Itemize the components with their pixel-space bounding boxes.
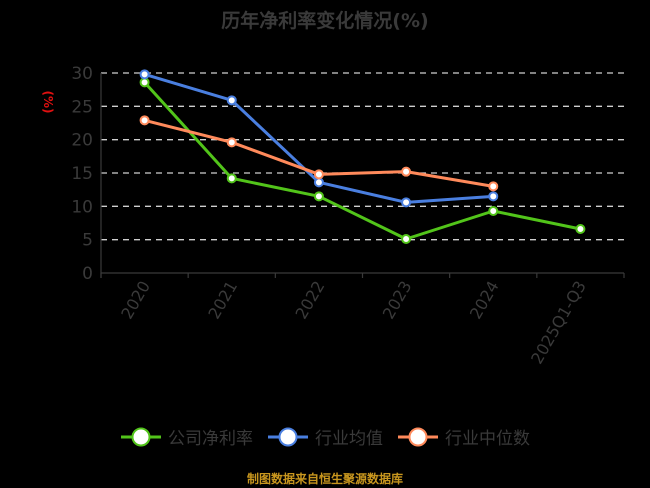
y-tick-label: 15 <box>71 164 93 184</box>
y-tick-label: 10 <box>71 197 93 217</box>
data-point[interactable] <box>226 137 237 148</box>
data-point[interactable] <box>313 169 324 180</box>
legend: 公司净利率 行业均值 行业中位数 <box>0 424 650 449</box>
data-point[interactable] <box>139 115 150 126</box>
data-point[interactable] <box>226 173 237 184</box>
y-tick-label: 5 <box>82 231 93 251</box>
data-point[interactable] <box>313 191 324 202</box>
data-point[interactable] <box>488 181 499 192</box>
chart-title: 历年净利率变化情况(%) <box>221 10 429 32</box>
x-tick-label: 2025Q1-Q3 <box>527 278 590 368</box>
y-tick-label: 20 <box>71 131 93 151</box>
legend-item-0[interactable]: 公司净利率 <box>120 424 253 449</box>
data-point[interactable] <box>226 95 237 106</box>
legend-label: 公司净利率 <box>168 429 253 449</box>
axes: 0 5 10 15 20 25 30 2020 2021 2022 2023 2024 2025Q1-Q… <box>71 64 625 368</box>
data-point[interactable] <box>488 191 499 202</box>
legend-label: 行业中位数 <box>445 429 530 449</box>
data-point[interactable] <box>575 224 586 234</box>
legend-marker-icon <box>121 427 161 446</box>
x-tick-label: 2020 <box>117 278 154 323</box>
series-lines <box>139 69 586 244</box>
data-point[interactable] <box>401 234 412 244</box>
y-tick-label: 30 <box>71 64 93 84</box>
legend-item-1[interactable]: 行业均值 <box>267 424 383 449</box>
data-point[interactable] <box>139 69 150 80</box>
legend-marker-icon <box>398 427 438 446</box>
legend-marker-icon <box>268 427 308 446</box>
data-point[interactable] <box>488 206 499 216</box>
series-2 <box>139 115 499 192</box>
series-0 <box>139 77 586 244</box>
data-point[interactable] <box>139 77 150 88</box>
legend-item-2[interactable]: 行业中位数 <box>397 424 530 449</box>
gridlines <box>101 72 624 241</box>
y-tick-label: 0 <box>82 264 93 284</box>
x-tick-label: 2021 <box>204 278 241 323</box>
data-point[interactable] <box>401 197 412 208</box>
data-point[interactable] <box>401 166 412 177</box>
data-point[interactable] <box>313 177 324 188</box>
y-tick-label: 25 <box>71 97 93 117</box>
line-chart: 0 5 10 15 20 25 30 2020 2021 2022 2023 2024 2025Q1-Q… <box>41 64 625 368</box>
x-tick-label: 2023 <box>379 278 416 323</box>
series-1 <box>139 69 499 208</box>
y-axis-label: (%) <box>41 91 55 114</box>
source-note: 制图数据来自恒生聚源数据库 <box>246 472 403 486</box>
legend-label: 行业均值 <box>315 429 383 449</box>
x-tick-label: 2022 <box>292 278 329 323</box>
x-tick-label: 2024 <box>466 278 503 323</box>
